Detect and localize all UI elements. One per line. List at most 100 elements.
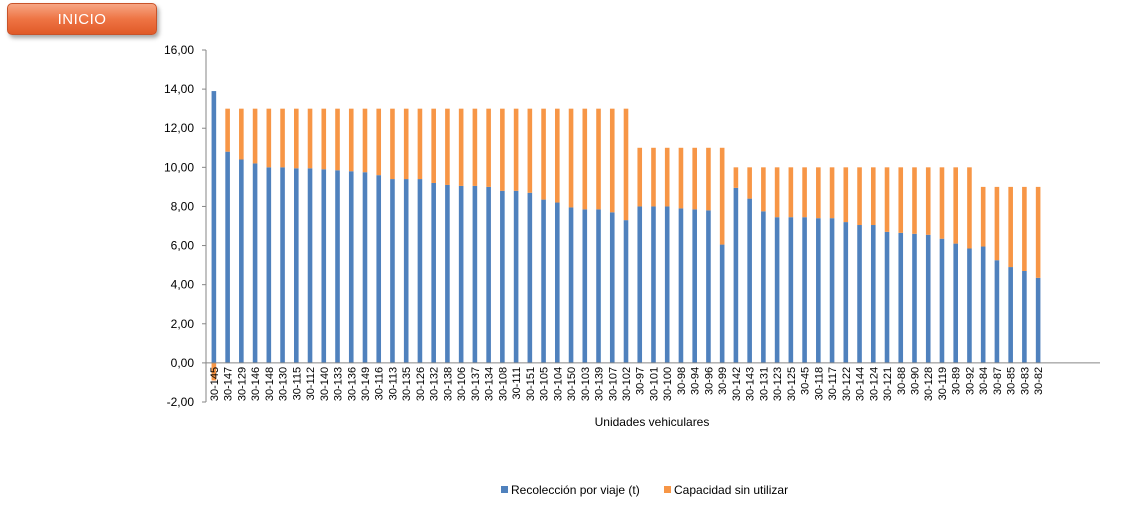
x-tick-label: 30-98 xyxy=(676,367,688,395)
bar-capacidad-30-111 xyxy=(513,108,519,191)
legend: Recolección por viaje (t) Capacidad sin … xyxy=(501,483,788,497)
x-tick-label: 30-135 xyxy=(401,367,413,401)
x-tick-label: 30-149 xyxy=(360,367,372,401)
bar-recoleccion-30-99 xyxy=(719,244,725,363)
bar-capacidad-30-131 xyxy=(761,167,766,212)
bar-recoleccion-30-131 xyxy=(761,211,766,363)
bar-capacidad-30-83 xyxy=(1022,186,1027,271)
x-tick-label: 30-115 xyxy=(291,367,303,400)
bar-recoleccion-30-84 xyxy=(980,246,986,363)
x-tick-label: 30-124 xyxy=(868,367,880,401)
x-tick-label: 30-113 xyxy=(387,367,399,400)
bar-recoleccion-30-85 xyxy=(1008,267,1013,363)
bar-recoleccion-30-113 xyxy=(390,179,395,363)
bar-capacidad-30-136 xyxy=(348,108,354,172)
inicio-button[interactable]: INICIO xyxy=(7,3,157,35)
bar-capacidad-30-143 xyxy=(747,167,752,199)
bar-recoleccion-30-146 xyxy=(252,163,258,363)
bar-recoleccion-30-115 xyxy=(294,168,299,363)
x-tick-label: 30-88 xyxy=(896,367,908,395)
bar-recoleccion-30-137 xyxy=(472,185,478,363)
x-tick-label: 30-84 xyxy=(978,367,990,395)
bar-capacidad-30-88 xyxy=(898,167,904,233)
bar-recoleccion-30-132 xyxy=(431,182,436,363)
bar-recoleccion-30-111 xyxy=(513,190,519,363)
x-tick-label: 30-133 xyxy=(333,367,345,401)
x-tick-label: 30-94 xyxy=(690,367,702,395)
bar-capacidad-30-96 xyxy=(706,147,711,211)
bar-recoleccion-30-128 xyxy=(925,234,931,363)
legend-label-capacidad: Capacidad sin utilizar xyxy=(674,483,788,497)
bar-recoleccion-30-142 xyxy=(733,187,739,363)
bar-capacidad-30-148 xyxy=(266,108,272,168)
bar-capacidad-30-113 xyxy=(390,108,395,180)
bar-capacidad-30-147 xyxy=(225,108,230,152)
bar-capacidad-30-151 xyxy=(527,108,533,193)
x-tick-label: 30-105 xyxy=(539,367,551,401)
bar-capacidad-30-92 xyxy=(967,167,972,249)
bar-recoleccion-30-148 xyxy=(266,167,272,363)
bar-capacidad-30-105 xyxy=(541,108,546,200)
legend-swatch-recoleccion xyxy=(501,486,508,493)
bar-capacidad-30-97 xyxy=(637,147,643,207)
bar-recoleccion-30-108 xyxy=(500,190,505,363)
bar-capacidad-30-82 xyxy=(1035,186,1041,278)
x-tick-label: 30-96 xyxy=(703,367,715,395)
bar-recoleccion-30-118 xyxy=(816,218,821,363)
bar-recoleccion-30-87 xyxy=(994,260,1000,363)
bar-recoleccion-30-133 xyxy=(335,170,340,363)
x-tick-label: 30-151 xyxy=(525,367,537,401)
bar-recoleccion-30-123 xyxy=(774,217,780,363)
x-tick-label: 30-126 xyxy=(415,367,427,401)
bar-recoleccion-30-90 xyxy=(912,233,917,363)
y-tick-label: -2,00 xyxy=(167,395,195,409)
bar-capacidad-30-99 xyxy=(719,147,725,245)
bar-recoleccion-30-104 xyxy=(555,202,560,363)
bar-capacidad-30-115 xyxy=(294,108,299,169)
x-tick-label: 30-117 xyxy=(827,367,839,400)
bar-recoleccion-30-145 xyxy=(211,91,217,363)
bar-recoleccion-30-116 xyxy=(376,175,382,363)
bar-capacidad-30-126 xyxy=(417,108,423,180)
bar-capacidad-30-94 xyxy=(692,147,697,210)
bar-capacidad-30-122 xyxy=(843,167,849,223)
bar-capacidad-30-145 xyxy=(211,362,217,381)
bar-recoleccion-30-124 xyxy=(870,225,876,363)
bar-capacidad-30-137 xyxy=(472,108,478,186)
bar-recoleccion-30-119 xyxy=(939,238,945,363)
x-tick-label: 30-112 xyxy=(305,367,317,400)
y-tick-label: 14,00 xyxy=(164,82,194,96)
bar-recoleccion-30-83 xyxy=(1022,270,1027,363)
y-tick-label: 12,00 xyxy=(164,121,194,135)
x-tick-label: 30-106 xyxy=(456,367,468,401)
bar-capacidad-30-117 xyxy=(829,167,835,219)
bar-capacidad-30-100 xyxy=(664,147,670,207)
x-tick-label: 30-130 xyxy=(278,367,290,401)
x-axis: 30-145 30-147 30-129 30-146 30-148 30-130 30-1… xyxy=(206,362,1100,401)
x-tick-label: 30-131 xyxy=(758,367,770,401)
bar-capacidad-30-129 xyxy=(239,108,244,160)
bar-capacidad-30-134 xyxy=(486,108,491,187)
bars xyxy=(211,91,1041,381)
bar-capacidad-30-139 xyxy=(596,108,601,210)
x-tick-label: 30-119 xyxy=(937,367,949,400)
bar-capacidad-30-102 xyxy=(623,108,629,221)
x-tick-label: 30-129 xyxy=(236,367,248,401)
legend-swatch-capacidad xyxy=(664,486,671,493)
bar-capacidad-30-138 xyxy=(445,108,450,185)
bar-recoleccion-30-96 xyxy=(706,210,711,363)
bar-recoleccion-30-107 xyxy=(609,212,615,363)
bar-recoleccion-30-138 xyxy=(445,184,450,363)
x-tick-label: 30-142 xyxy=(731,367,743,401)
bar-recoleccion-30-151 xyxy=(527,192,533,363)
bar-capacidad-30-106 xyxy=(458,108,464,186)
bar-recoleccion-30-122 xyxy=(843,222,849,363)
x-tick-label: 30-138 xyxy=(442,367,454,401)
x-tick-label: 30-85 xyxy=(1006,367,1018,395)
bar-capacidad-30-124 xyxy=(870,167,876,226)
bar-recoleccion-30-149 xyxy=(362,172,368,363)
x-tick-label: 30-118 xyxy=(813,367,825,400)
bar-recoleccion-30-143 xyxy=(747,198,752,363)
x-tick-label: 30-145 xyxy=(209,367,221,401)
